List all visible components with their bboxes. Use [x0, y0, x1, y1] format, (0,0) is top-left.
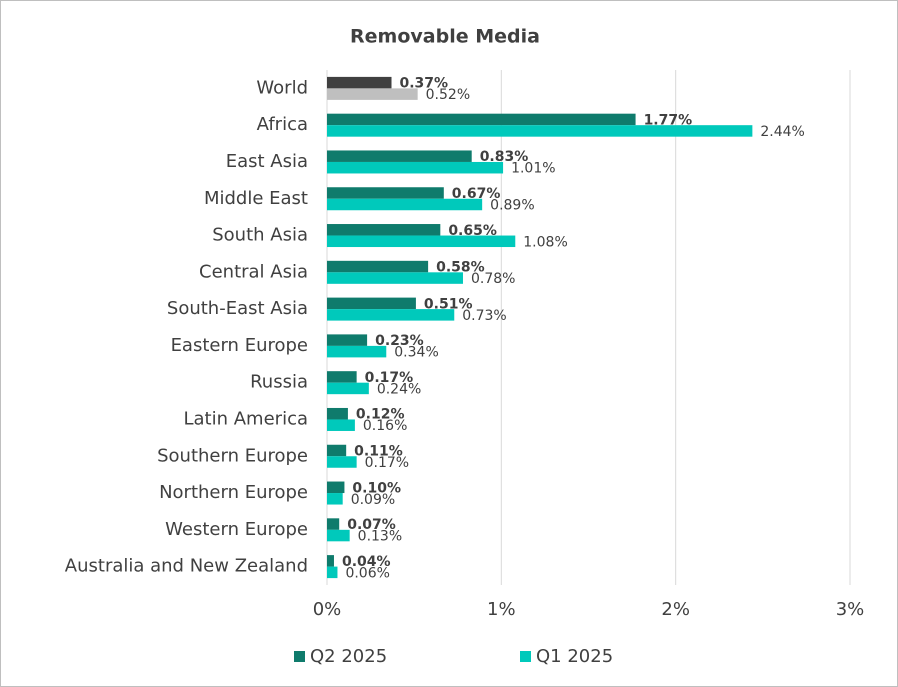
bar	[327, 407, 348, 420]
data-label: 0.09%	[351, 492, 395, 508]
y-tick-label: South Asia	[212, 225, 308, 246]
data-label: 2.44%	[760, 124, 804, 140]
bar	[327, 382, 369, 395]
data-label: 0.58%	[436, 260, 485, 276]
data-label: 0.89%	[490, 198, 534, 214]
data-label: 0.04%	[342, 554, 391, 570]
bar	[327, 456, 357, 468]
data-label: 0.52%	[426, 87, 470, 103]
bar	[327, 260, 429, 273]
y-tick-label: Eastern Europe	[171, 335, 308, 356]
y-tick-label: Southern Europe	[157, 445, 308, 466]
bar	[327, 198, 483, 211]
legend-swatch	[294, 651, 305, 662]
data-label: 0.12%	[356, 407, 405, 423]
data-label: 0.73%	[462, 308, 506, 324]
y-tick-label: Australia and New Zealand	[65, 556, 308, 577]
bar	[327, 88, 418, 100]
x-tick-label: 0%	[313, 599, 342, 620]
data-label: 1.77%	[644, 112, 693, 128]
bar	[327, 187, 444, 199]
bar	[327, 161, 504, 174]
data-label: 0.83%	[480, 149, 529, 165]
bar	[327, 125, 753, 137]
x-tick-label: 1%	[487, 599, 516, 620]
x-tick-label: 2%	[661, 599, 690, 620]
legend-label: Q1 2025	[536, 646, 613, 667]
data-label: 0.51%	[424, 296, 473, 312]
bar	[327, 529, 350, 542]
bar	[327, 566, 338, 579]
data-label: 0.16%	[363, 418, 407, 434]
data-label: 0.11%	[354, 444, 403, 460]
data-label: 0.13%	[358, 529, 402, 545]
bar	[327, 493, 343, 505]
bar	[327, 224, 441, 236]
bar	[327, 481, 345, 494]
data-label: 0.65%	[448, 223, 497, 239]
bar	[327, 555, 334, 567]
y-tick-label: South-East Asia	[167, 298, 308, 319]
y-tick-label: Northern Europe	[159, 482, 308, 503]
data-label: 0.34%	[394, 345, 438, 361]
bar	[327, 334, 368, 346]
data-label: 0.37%	[400, 76, 449, 92]
y-tick-label: Russia	[250, 372, 308, 393]
data-label: 0.17%	[365, 455, 409, 471]
y-tick-label: Central Asia	[199, 261, 308, 282]
data-label: 1.08%	[523, 234, 567, 250]
legend-swatch	[520, 651, 531, 662]
bar	[327, 518, 340, 530]
bar	[327, 345, 387, 358]
bar	[327, 419, 355, 431]
bar	[327, 444, 347, 457]
chart-title: Removable Media	[350, 26, 540, 48]
bar	[327, 297, 416, 310]
y-tick-label: World	[256, 77, 308, 98]
y-tick-label: Middle East	[204, 188, 308, 209]
bar	[327, 150, 472, 162]
y-tick-label: Western Europe	[165, 519, 308, 540]
bar	[327, 272, 463, 284]
data-label: 0.07%	[347, 517, 396, 533]
y-tick-label: Latin America	[184, 408, 309, 429]
data-label: 1.01%	[511, 161, 555, 177]
bar	[327, 371, 357, 383]
bar	[327, 76, 392, 89]
data-label: 0.23%	[375, 333, 424, 349]
y-tick-label: Africa	[257, 114, 308, 135]
y-tick-label: East Asia	[226, 151, 308, 172]
legend-label: Q2 2025	[310, 646, 387, 667]
data-label: 0.24%	[377, 381, 421, 397]
data-label: 0.17%	[365, 370, 414, 386]
bar	[327, 235, 516, 248]
data-label: 0.06%	[345, 565, 389, 581]
data-label: 0.10%	[352, 480, 401, 496]
data-label: 0.78%	[471, 271, 515, 287]
bar	[327, 113, 636, 126]
x-tick-label: 3%	[836, 599, 865, 620]
bar	[327, 309, 455, 321]
data-label: 0.67%	[452, 186, 501, 202]
